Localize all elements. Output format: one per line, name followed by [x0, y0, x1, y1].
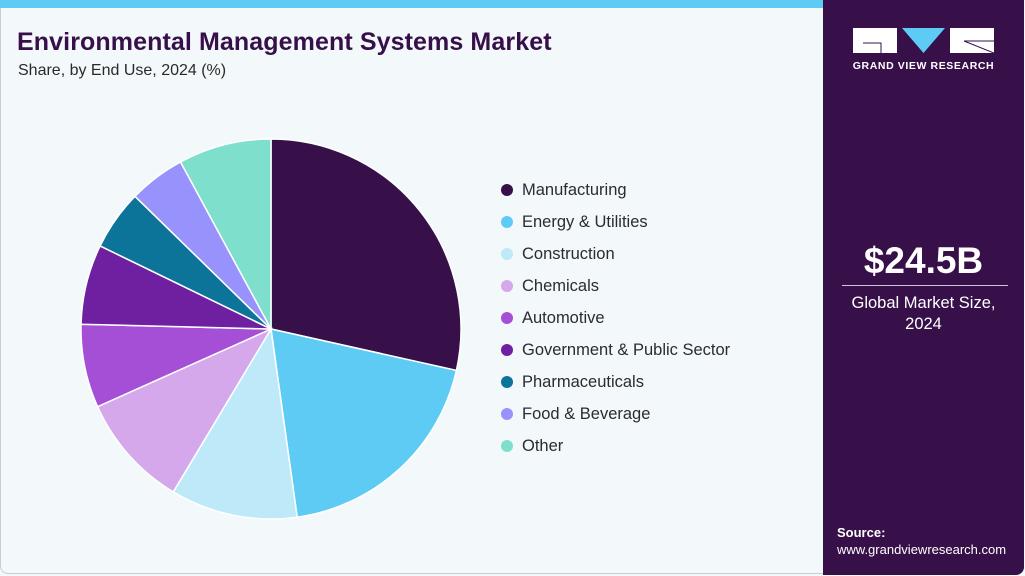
legend-dot-icon — [501, 312, 513, 324]
legend-item-construction: Construction — [498, 238, 730, 270]
logo-text: GRAND VIEW RESEARCH — [852, 60, 995, 72]
legend-dot-icon — [501, 248, 513, 260]
pie-slice-energy-utilities — [270, 328, 458, 519]
market-size-label: Global Market Size, 2024 — [823, 293, 1024, 335]
pie-slice-chemicals — [96, 327, 273, 493]
legend-label: Government & Public Sector — [522, 340, 731, 359]
legend-dot-icon — [501, 376, 513, 388]
legend-label: Energy & Utilities — [522, 212, 648, 231]
legend-label: Construction — [522, 244, 615, 263]
legend-item-chemicals: Chemicals — [498, 270, 730, 302]
legend-item-pharmaceuticals: Pharmaceuticals — [498, 366, 730, 398]
market-size-label-line1: Global Market Size, — [851, 294, 996, 312]
legend-label: Pharmaceuticals — [522, 372, 644, 391]
legend-dot-icon — [501, 184, 513, 196]
legend-item-government: Government & Public Sector — [498, 334, 730, 366]
pie-chart — [80, 138, 462, 520]
source-label: Source: — [837, 525, 886, 540]
legend-dot-icon — [501, 440, 513, 452]
legend-label: Other — [522, 436, 564, 455]
source-link[interactable]: www.grandviewresearch.com — [837, 542, 1007, 557]
pie-slice-construction — [172, 326, 299, 520]
legend-label: Automotive — [522, 308, 605, 327]
legend-item-other: Other — [498, 430, 730, 462]
chart-legend: Manufacturing Energy & Utilities Constru… — [498, 174, 730, 462]
pie-slice-manufacturing — [270, 138, 462, 372]
chart-subtitle: Share, by End Use, 2024 (%) — [18, 62, 227, 79]
chart-title: Environmental Management Systems Market — [17, 28, 552, 56]
accent-bar — [0, 0, 823, 8]
gvr-logo-icon — [853, 28, 994, 54]
legend-dot-icon — [501, 280, 513, 292]
legend-dot-icon — [501, 344, 513, 356]
market-size-value: $24.5B — [863, 240, 984, 281]
legend-dot-icon — [501, 408, 513, 420]
legend-item-food-beverage: Food & Beverage — [498, 398, 730, 430]
legend-item-manufacturing: Manufacturing — [498, 174, 730, 206]
legend-item-automotive: Automotive — [498, 302, 730, 334]
pie-slice-other — [179, 138, 272, 330]
divider — [842, 285, 1008, 286]
side-panel: GRAND VIEW RESEARCH $24.5B Global Market… — [823, 0, 1024, 575]
legend-label: Chemicals — [522, 276, 600, 295]
legend-item-energy-utilities: Energy & Utilities — [498, 206, 730, 238]
legend-dot-icon — [501, 216, 513, 228]
market-size-label-line2: 2024 — [905, 315, 942, 333]
legend-label: Manufacturing — [522, 180, 627, 199]
legend-label: Food & Beverage — [522, 404, 651, 423]
